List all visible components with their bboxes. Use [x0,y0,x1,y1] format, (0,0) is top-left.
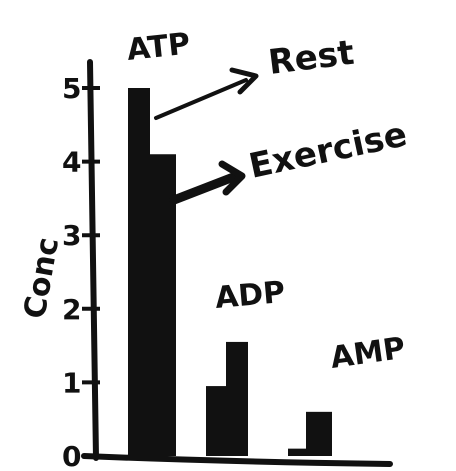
y-tick-label-1: 1 [62,366,81,399]
y-tick-label-3: 3 [62,219,81,252]
bars [128,88,332,457]
category-label-atp: ATP [125,27,192,68]
y-axis [87,59,99,461]
bar-adp-rest [206,386,226,456]
exercise-arrow [169,160,246,205]
bar-atp-rest [128,88,150,456]
y-ticks: 0 1 2 3 4 5 [62,72,100,471]
category-label-adp: ADP [214,275,287,316]
legend-label-exercise: Exercise [246,114,411,186]
x-axis [81,453,393,467]
y-axis-label: Conc [17,235,66,322]
y-tick-label-4: 4 [62,146,81,179]
legend-label-rest: Rest [266,33,356,83]
y-tick-label-0: 0 [62,440,81,471]
bar-amp-exercise [306,411,332,456]
category-label-amp: AMP [328,331,407,376]
bar-atp-exercise [150,154,176,457]
bar-adp-exercise [226,341,248,456]
bar-amp-rest [288,448,306,456]
y-tick-label-5: 5 [62,72,81,105]
y-tick-label-2: 2 [62,293,81,326]
rest-arrow [154,67,259,120]
